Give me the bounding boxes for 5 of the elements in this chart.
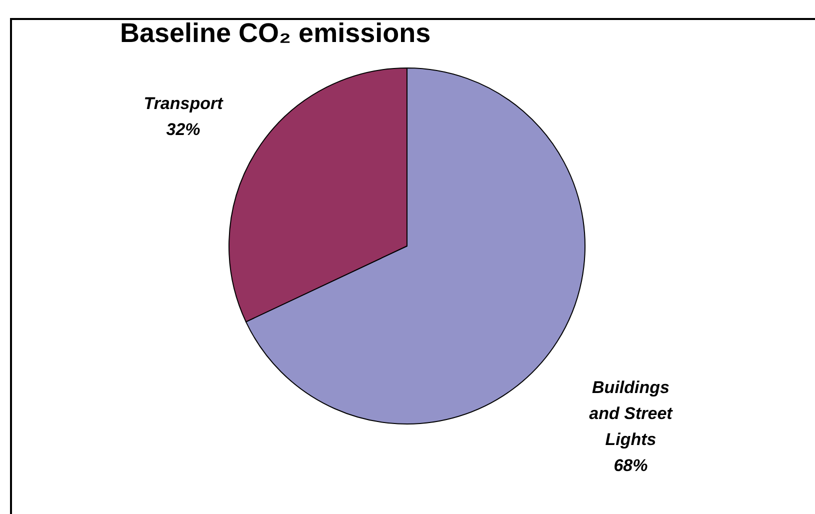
chart-title: Baseline CO₂ emissions <box>120 18 431 48</box>
data-label: 68% <box>614 456 648 475</box>
data-label: 32% <box>166 120 200 140</box>
slice-label: Buildings and Street Lights <box>589 378 674 449</box>
slice-label: Transport <box>144 94 224 114</box>
